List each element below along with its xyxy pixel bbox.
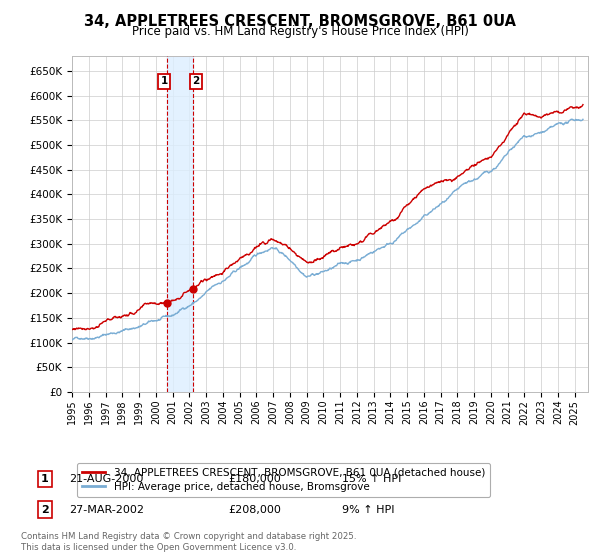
- Text: Price paid vs. HM Land Registry's House Price Index (HPI): Price paid vs. HM Land Registry's House …: [131, 25, 469, 38]
- Text: 34, APPLETREES CRESCENT, BROMSGROVE, B61 0UA: 34, APPLETREES CRESCENT, BROMSGROVE, B61…: [84, 14, 516, 29]
- Text: £208,000: £208,000: [228, 505, 281, 515]
- Text: 21-AUG-2000: 21-AUG-2000: [69, 474, 143, 484]
- Text: £180,000: £180,000: [228, 474, 281, 484]
- Text: Contains HM Land Registry data © Crown copyright and database right 2025.
This d: Contains HM Land Registry data © Crown c…: [21, 532, 356, 552]
- Text: 1: 1: [41, 474, 49, 484]
- Text: 2: 2: [41, 505, 49, 515]
- Text: 1: 1: [161, 76, 168, 86]
- Legend: 34, APPLETREES CRESCENT, BROMSGROVE, B61 0UA (detached house), HPI: Average pric: 34, APPLETREES CRESCENT, BROMSGROVE, B61…: [77, 463, 490, 497]
- Bar: [167, 56, 193, 392]
- Text: 9% ↑ HPI: 9% ↑ HPI: [342, 505, 395, 515]
- Text: 15% ↑ HPI: 15% ↑ HPI: [342, 474, 401, 484]
- Text: 27-MAR-2002: 27-MAR-2002: [69, 505, 144, 515]
- Text: 2: 2: [192, 76, 199, 86]
